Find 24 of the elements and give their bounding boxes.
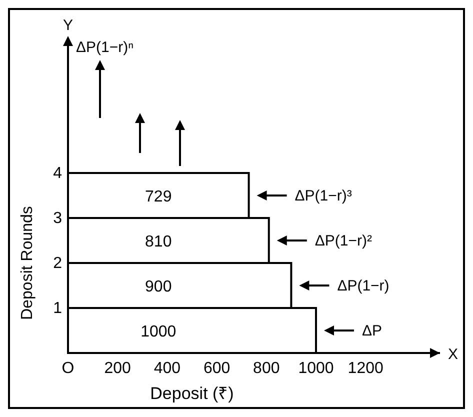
y-tick-label: 3	[53, 210, 62, 227]
data-label: 1000	[140, 324, 176, 340]
annotation: ΔP	[362, 322, 382, 340]
y-tick-label: 2	[53, 255, 62, 272]
x-tick-label: 200	[104, 360, 132, 377]
x-tick-label: 600	[203, 360, 230, 377]
x-tick-label: 1200	[348, 360, 384, 377]
y-tick-label: 4	[53, 165, 62, 182]
x-tick-label: 400	[154, 360, 181, 377]
x-tick-label: O	[62, 360, 74, 377]
data-label: 729	[145, 188, 172, 206]
x-axis-title: Deposit (₹)	[150, 384, 234, 403]
annotation: ΔP(1−r)	[337, 278, 390, 294]
x-tick-label: 800	[253, 360, 280, 377]
text: Y	[62, 17, 74, 34]
y-axis-title: Deposit Rounds	[19, 206, 36, 320]
annotation: ΔP(1−r)³	[294, 188, 352, 204]
text: ΔP(1−r)ⁿ	[76, 39, 134, 56]
data-label: 900	[145, 278, 172, 296]
annotation: ΔP(1−r)²	[314, 232, 372, 250]
y-tick-label: 1	[53, 300, 62, 317]
data-label: 810	[145, 234, 172, 250]
text: X	[448, 346, 458, 363]
x-tick-label: 1000	[298, 360, 334, 377]
